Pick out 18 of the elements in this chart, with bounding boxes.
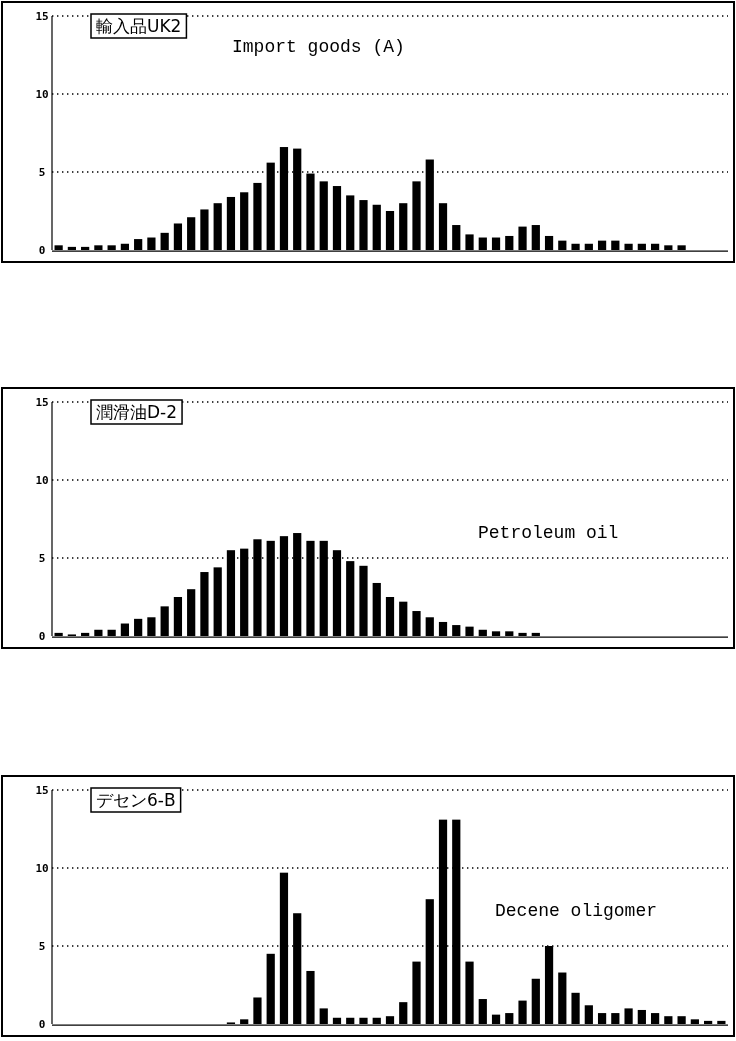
y-tick-label: 10 — [35, 861, 49, 875]
y-tick-label: 15 — [35, 783, 49, 797]
annotation: Decene oligomer — [495, 901, 658, 921]
annotation: Import goods (A) — [232, 37, 405, 57]
y-tick-label: 10 — [35, 473, 49, 487]
y-tick-label: 5 — [38, 551, 46, 565]
y-tick-label: 5 — [38, 165, 46, 179]
chart-title: 潤滑油D-2 — [96, 402, 178, 422]
y-tick-label: 15 — [35, 395, 49, 409]
y-tick-label: 15 — [35, 9, 49, 23]
annotation: Petroleum oil — [478, 523, 619, 543]
y-tick-label: 10 — [35, 87, 49, 101]
y-tick-label: 5 — [38, 939, 46, 953]
y-tick-label: 0 — [38, 629, 46, 643]
y-tick-label: 0 — [38, 243, 46, 257]
chart-title: 輸入品UK2 — [96, 16, 182, 36]
y-tick-label: 0 — [38, 1017, 46, 1031]
chart-title: デセン6-B — [96, 790, 176, 810]
